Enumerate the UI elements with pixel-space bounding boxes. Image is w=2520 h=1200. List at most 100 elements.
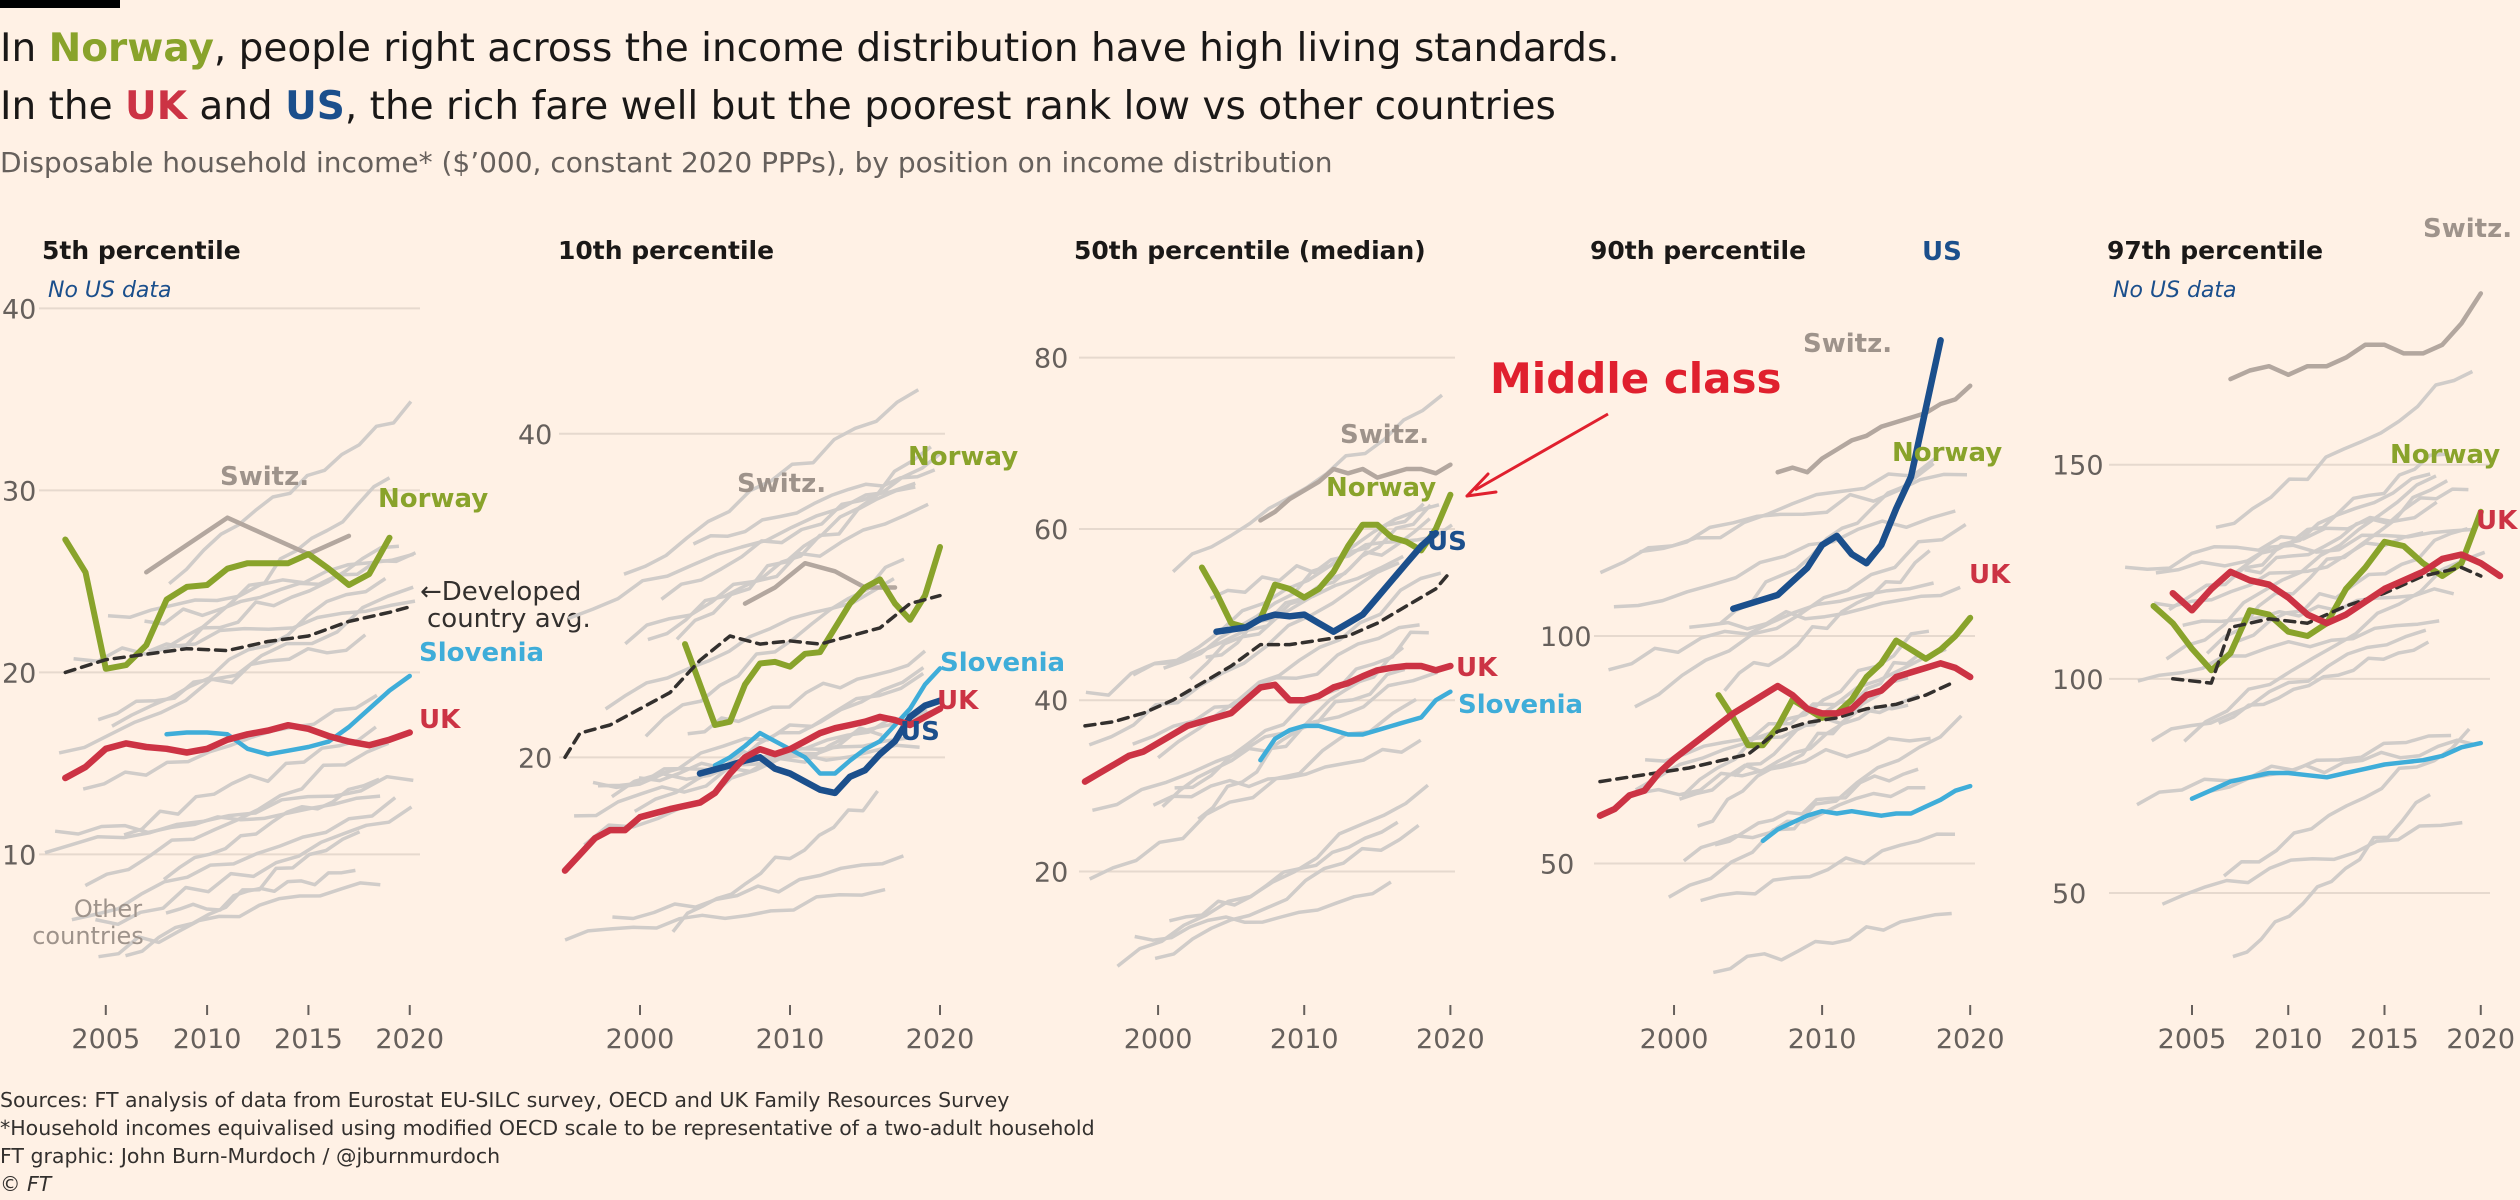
y-tick-label: 100 bbox=[2052, 665, 2104, 696]
annotation-arrow-line bbox=[1474, 412, 1609, 492]
series-line-switz bbox=[144, 515, 352, 575]
other-country-line bbox=[1088, 697, 1417, 881]
series-label-norway: Norway bbox=[1326, 473, 1436, 503]
other-country-line bbox=[54, 794, 381, 836]
other-country-line bbox=[162, 777, 380, 881]
series-line-norway bbox=[682, 544, 943, 728]
series-line-avg bbox=[563, 593, 942, 760]
headline-line-1: In Norway, people right across the incom… bbox=[0, 20, 1620, 78]
other-country-line bbox=[1639, 472, 1968, 554]
other-country-line bbox=[2222, 727, 2471, 878]
other-country-line bbox=[168, 400, 413, 586]
footer-note: *Household incomes equivalised using mod… bbox=[0, 1116, 1095, 1140]
other-country-line bbox=[1634, 523, 1967, 709]
other-country-line bbox=[567, 481, 916, 621]
other-country-line bbox=[1714, 767, 1919, 847]
other-country-line bbox=[1116, 783, 1430, 968]
other-country-line bbox=[2218, 640, 2430, 725]
headline-us: US bbox=[285, 84, 345, 129]
other-country-line bbox=[1667, 714, 1963, 899]
no-us-data-note: No US data bbox=[48, 278, 172, 303]
headline-uk: UK bbox=[125, 84, 187, 129]
series-label-slovenia: Slovenia bbox=[940, 648, 1065, 678]
middle-class-annotation: Middle class bbox=[1490, 354, 1781, 403]
other-country-line bbox=[1700, 832, 1956, 903]
other-country-line bbox=[148, 544, 400, 653]
x-tick-label: 2005 bbox=[2158, 1024, 2227, 1055]
x-tick-label: 2000 bbox=[1124, 1024, 1193, 1055]
series-label-us: US bbox=[1922, 237, 1962, 267]
series-label-uk: UK bbox=[419, 705, 461, 735]
x-tick-label: 2015 bbox=[2350, 1024, 2419, 1055]
other-country-line bbox=[82, 693, 378, 791]
other-country-line bbox=[671, 789, 880, 933]
other-country-line bbox=[2161, 820, 2463, 906]
series-line-switz bbox=[2228, 291, 2484, 382]
other-country-line bbox=[2210, 738, 2477, 793]
series-line-uk bbox=[62, 721, 413, 782]
y-tick-label: 10 bbox=[2, 840, 36, 871]
x-tick-label: 2020 bbox=[2446, 1024, 2515, 1055]
x-tick-label: 2010 bbox=[2254, 1024, 2323, 1055]
series-line-norway bbox=[2150, 508, 2484, 674]
other-country-line bbox=[1637, 736, 1931, 797]
series-line-switz bbox=[1775, 383, 1973, 475]
series-line-uk bbox=[1596, 660, 1974, 819]
y-tick-label: 100 bbox=[1540, 622, 1592, 653]
series-label-slovenia: Slovenia bbox=[1458, 690, 1583, 720]
other-country-line bbox=[2229, 452, 2446, 578]
other-country-line bbox=[623, 388, 920, 576]
y-tick-label: 20 bbox=[2, 658, 36, 689]
other-country-line bbox=[98, 881, 381, 959]
series-label-switz: Switz. bbox=[1803, 329, 1892, 359]
other-country-line bbox=[2124, 500, 2438, 571]
x-tick-label: 2005 bbox=[71, 1024, 140, 1055]
x-tick-label: 2020 bbox=[906, 1024, 975, 1055]
y-tick-label: 50 bbox=[2052, 879, 2086, 910]
series-line-us bbox=[1730, 337, 1944, 612]
series-line-uk bbox=[561, 705, 944, 874]
series-line-slovenia bbox=[2189, 740, 2484, 801]
y-tick-label: 150 bbox=[2052, 451, 2104, 482]
other-country-line bbox=[1697, 676, 1909, 828]
other-country-line bbox=[2137, 619, 2440, 683]
other-country-line bbox=[1723, 549, 1931, 692]
other-country-line bbox=[1161, 667, 1406, 808]
panel-title: 5th percentile bbox=[42, 236, 241, 265]
series-label-other: Other bbox=[74, 895, 142, 923]
other-country-line bbox=[564, 887, 886, 942]
y-tick-label: 30 bbox=[2, 476, 36, 507]
series-label-switz: Switz. bbox=[737, 469, 826, 499]
series-line-avg bbox=[1083, 570, 1453, 728]
y-tick-label: 40 bbox=[2, 294, 36, 325]
other-country-line bbox=[1712, 911, 1952, 975]
x-tick-label: 2020 bbox=[1416, 1024, 1485, 1055]
series-label-uk: UK bbox=[1969, 560, 2011, 590]
headline-text: , people right across the income distrib… bbox=[213, 26, 1620, 71]
other-country-line bbox=[170, 476, 391, 647]
x-tick-label: 2020 bbox=[1936, 1024, 2005, 1055]
series-label-avg: ←Developed bbox=[420, 577, 581, 607]
other-country-line bbox=[1154, 823, 1420, 961]
panel-title: 97th percentile bbox=[2107, 236, 2323, 265]
series-label-norway: Norway bbox=[378, 484, 488, 514]
series-label-switz: Switz. bbox=[220, 462, 309, 492]
series-label-uk: UK bbox=[937, 686, 979, 716]
y-tick-label: 40 bbox=[518, 420, 552, 451]
other-country-line bbox=[97, 633, 367, 722]
series-line-slovenia bbox=[712, 666, 943, 776]
series-label-us: US bbox=[900, 717, 940, 747]
series-line-slovenia bbox=[1258, 689, 1453, 763]
annotation-arrowhead bbox=[1465, 472, 1498, 498]
panel-title: 50th percentile (median) bbox=[1074, 236, 1426, 265]
series-label-uk: UK bbox=[2476, 506, 2518, 536]
headline-text: and bbox=[186, 84, 286, 129]
series-label-norway: Norway bbox=[908, 442, 1018, 472]
other-country-line bbox=[660, 450, 944, 601]
other-country-line bbox=[687, 649, 927, 736]
series-line-avg bbox=[63, 605, 412, 675]
series-label-norway: Norway bbox=[1892, 438, 2002, 468]
other-country-line bbox=[58, 585, 414, 755]
headline-text: In the bbox=[0, 84, 126, 129]
series-line-slovenia bbox=[1760, 783, 1973, 844]
